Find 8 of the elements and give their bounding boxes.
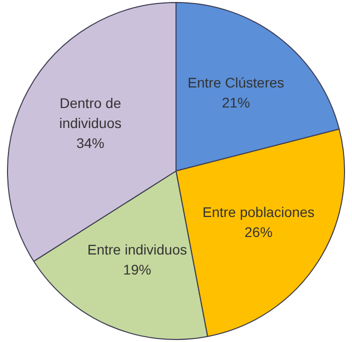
- slice-label: Entre Clústeres: [188, 74, 284, 91]
- data-label: 19%: [123, 262, 152, 278]
- slice-label: Entre poblaciones: [202, 204, 315, 220]
- data-label: 21%: [222, 94, 250, 111]
- data-label: 26%: [244, 224, 273, 240]
- slice-label: Dentro de individuos: [59, 94, 122, 131]
- data-label: 34%: [76, 134, 104, 151]
- slice-label: Entre individuos: [87, 242, 187, 258]
